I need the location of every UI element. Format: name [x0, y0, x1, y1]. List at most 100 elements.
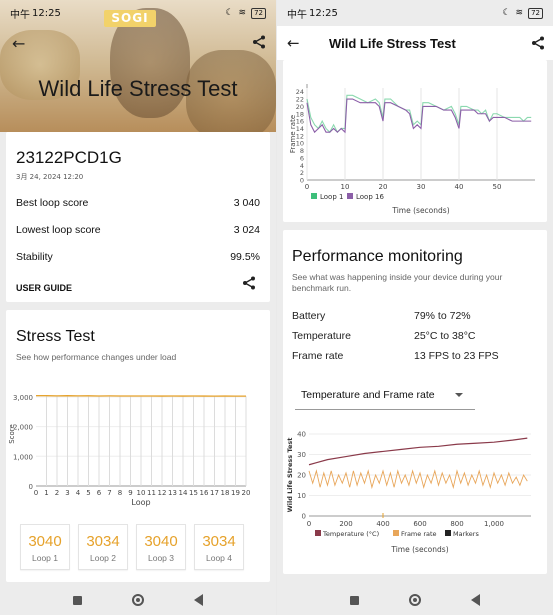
frame-rate-card: 0 2 4 6 8 10 12 14 16 18 20 22 24 0 10 20 30 40 50 Frame ra… [283, 60, 547, 222]
x-tick-label: 0 [34, 489, 38, 497]
performance-title: Performance monitoring [292, 248, 463, 265]
series-line [306, 98, 532, 134]
x-tick-label: 13 [168, 489, 177, 497]
y-tick-label: 20 [296, 103, 304, 111]
y-axis-label: Frame rate [289, 115, 297, 153]
best-score-row: Best loop score 3 040 [16, 197, 260, 209]
y-tick-label: 14 [296, 125, 304, 133]
back-arrow-icon[interactable]: ← [287, 34, 300, 52]
x-tick-label: 10 [341, 183, 350, 191]
carrier-text: 中午 [287, 9, 307, 21]
page-title: Wild Life Stress Test [329, 35, 456, 51]
lowest-score-value: 3 024 [233, 224, 260, 236]
recents-button[interactable] [73, 595, 82, 605]
loop-score-value: 3034 [86, 533, 120, 550]
best-score-label: Best loop score [16, 197, 89, 209]
stability-row: Stability 99.5% [16, 251, 260, 263]
battery-value: 79% to 72% [414, 310, 471, 322]
back-button[interactable] [471, 594, 480, 606]
loop-score-card[interactable]: 3040 Loop 1 [20, 524, 70, 570]
y-tick-label: 6 [300, 154, 304, 162]
x-tick-label: 30 [417, 183, 426, 191]
loop-score-card[interactable]: 3034 Loop 4 [194, 524, 244, 570]
x-tick-label: 400 [376, 520, 389, 528]
legend-swatch [311, 193, 317, 199]
frame-rate-value: 13 FPS to 23 FPS [414, 350, 499, 362]
battery-icon: 72 [528, 7, 543, 19]
y-tick-label: 12 [296, 132, 304, 140]
status-bar: 中午 12:25 ☾ ≋ 72 [277, 0, 553, 26]
left-screen: SOGI Wild Life Stress Test 中午 12:25 ☾ ≋ … [0, 0, 276, 615]
legend-swatch [445, 530, 451, 536]
legend-swatch [347, 193, 353, 199]
battery-label: Battery [292, 310, 326, 322]
hero-title: Wild Life Stress Test [38, 76, 238, 101]
x-tick-label: 3 [65, 489, 69, 497]
y-tick-label: 0 [300, 177, 304, 185]
caret-down-icon [455, 393, 463, 397]
series-line [308, 469, 528, 490]
temperature-row: Temperature 25°C to 38°C [292, 330, 538, 342]
sogi-logo: SOGI [104, 10, 156, 27]
x-tick-label: 18 [221, 489, 230, 497]
battery-row: Battery 79% to 72% [292, 310, 538, 322]
x-tick-label: 40 [455, 183, 464, 191]
x-tick-label: 8 [118, 489, 122, 497]
hero-banner: SOGI Wild Life Stress Test [0, 0, 276, 132]
y-tick-label: 1,000 [13, 453, 33, 461]
x-tick-label: 20 [242, 489, 251, 497]
wifi-icon: ≋ [238, 8, 247, 18]
device-summary-card: 23122PCD1G 3月 24, 2024 12:20 Best loop s… [6, 132, 270, 302]
user-guide-link[interactable]: USER GUIDE [16, 283, 73, 293]
system-nav-bar [0, 585, 276, 615]
y-tick-label: 0 [302, 513, 306, 521]
x-tick-label: 600 [413, 520, 426, 528]
moon-icon: ☾ [225, 8, 234, 18]
y-axis-label: Score [8, 424, 16, 444]
x-tick-label: 14 [179, 489, 188, 497]
back-arrow-icon[interactable]: ← [12, 34, 26, 53]
x-tick-label: 16 [200, 489, 209, 497]
y-tick-label: 16 [296, 118, 304, 126]
device-date: 3月 24, 2024 12:20 [16, 173, 84, 181]
loop-score-card[interactable]: 3040 Loop 3 [136, 524, 186, 570]
x-tick-label: 20 [379, 183, 388, 191]
x-tick-label: 10 [137, 489, 146, 497]
performance-subtitle: See what was happening inside your devic… [292, 272, 503, 293]
loop-score-card[interactable]: 3034 Loop 2 [78, 524, 128, 570]
chart-type-select[interactable]: Temperature and Frame rate [295, 382, 475, 410]
home-button[interactable] [409, 594, 421, 606]
x-tick-label: 7 [107, 489, 111, 497]
y-tick-label: 18 [296, 110, 304, 118]
home-button[interactable] [132, 594, 144, 606]
legend-swatch [393, 530, 399, 536]
x-tick-label: 5 [86, 489, 90, 497]
lowest-score-label: Lowest loop score [16, 224, 101, 236]
legend-label: Loop 16 [356, 193, 384, 201]
status-time: 12:25 [32, 7, 61, 19]
x-tick-label: 4 [76, 489, 81, 497]
recents-button[interactable] [350, 595, 359, 605]
status-bar: 中午 12:25 ☾ ≋ 72 [0, 0, 276, 26]
loop-score-label: Loop 4 [206, 553, 232, 563]
x-tick-label: 200 [339, 520, 352, 528]
y-axis-label: Wild Life Stress Test [286, 438, 294, 513]
temperature-value: 25°C to 38°C [414, 330, 476, 342]
temperature-label: Temperature [292, 330, 351, 342]
carrier-text: 中午 [10, 9, 30, 21]
stress-test-title: Stress Test [16, 328, 95, 345]
loop-score-label: Loop 1 [32, 553, 58, 563]
x-axis-label: Time (seconds) [391, 206, 449, 215]
y-tick-label: 20 [297, 472, 306, 480]
legend-label: Temperature (°C) [322, 530, 379, 538]
share-icon[interactable] [242, 275, 256, 294]
legend-label: Markers [453, 530, 479, 538]
moon-icon: ☾ [502, 8, 511, 18]
share-icon[interactable] [252, 34, 266, 53]
back-button[interactable] [194, 594, 203, 606]
stress-test-subtitle: See how performance changes under load [16, 352, 177, 362]
y-tick-label: 24 [296, 88, 304, 96]
share-icon[interactable] [531, 35, 545, 54]
